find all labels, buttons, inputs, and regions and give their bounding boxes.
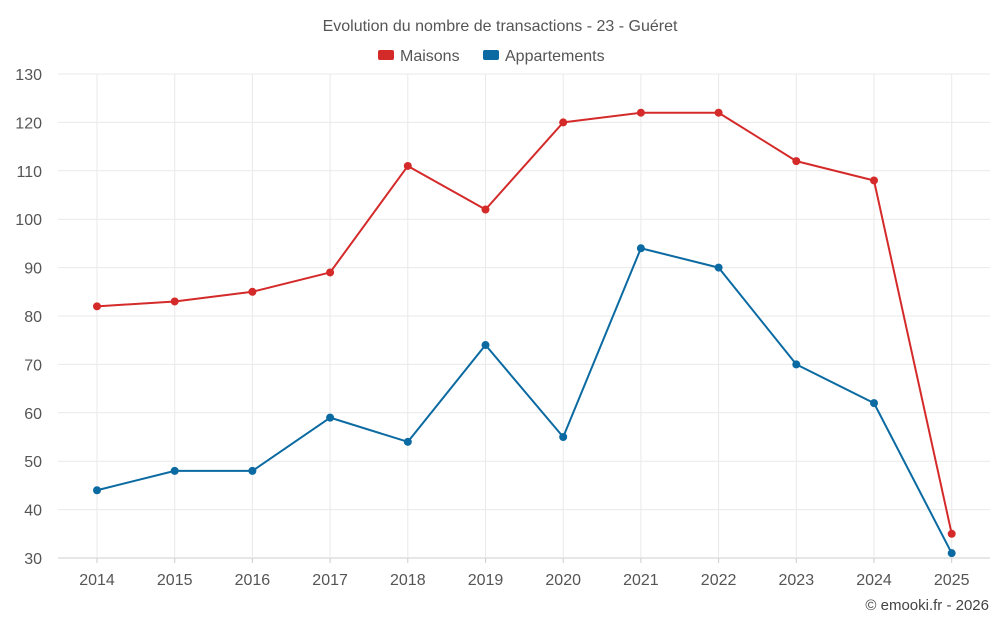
series-line-maisons: [96, 111, 953, 535]
x-tick-label: 2014: [79, 572, 115, 589]
y-axis: 30 40 50 60 70 80 90 100 110 120 130: [15, 67, 42, 568]
x-tick-label: 2018: [390, 572, 426, 589]
legend-swatch: [378, 50, 394, 60]
data-point-appartements[interactable]: [636, 244, 645, 253]
data-point-maisons[interactable]: [248, 287, 257, 296]
data-point-maisons[interactable]: [93, 302, 101, 311]
x-tick-label: 2019: [468, 572, 504, 589]
data-point-maisons[interactable]: [636, 108, 645, 117]
data-point-maisons[interactable]: [170, 297, 179, 306]
data-point-appartements[interactable]: [170, 466, 179, 475]
data-point-appartements[interactable]: [403, 437, 412, 446]
data-point-appartements[interactable]: [559, 433, 568, 441]
data-point-maisons[interactable]: [559, 118, 568, 127]
legend-label: Appartements: [505, 48, 605, 65]
data-point-maisons[interactable]: [947, 529, 956, 538]
credit-text: © emooki.fr - 2026: [865, 597, 989, 614]
legend: Maisons Appartements: [378, 48, 605, 65]
legend-swatch: [483, 50, 499, 60]
y-tick-label: 50: [24, 454, 42, 471]
series-appartements: [93, 244, 956, 558]
y-tick-label: 120: [15, 115, 42, 132]
legend-item-maisons[interactable]: Maisons: [378, 48, 460, 65]
data-point-appartements[interactable]: [93, 486, 101, 495]
data-point-appartements[interactable]: [481, 341, 490, 350]
y-tick-label: 110: [16, 164, 42, 181]
data-point-maisons[interactable]: [714, 108, 723, 117]
x-tick-label: 2022: [701, 572, 737, 589]
y-tick-label: 40: [24, 503, 42, 520]
data-point-appartements[interactable]: [870, 399, 878, 408]
y-tick-label: 70: [24, 357, 42, 374]
y-tick-label: 100: [15, 212, 42, 229]
chart-title: Evolution du nombre de transactions - 23…: [323, 18, 678, 35]
y-tick-label: 30: [24, 551, 42, 568]
x-tick-label: 2020: [545, 572, 581, 589]
x-axis: 2014 2015 2016 2017 2018 2019 2020 2021 2022 2023…: [79, 558, 970, 589]
x-tick-label: 2024: [856, 572, 892, 589]
x-tick-label: 2021: [623, 572, 659, 589]
y-tick-label: 90: [24, 261, 42, 278]
y-tick-label: 130: [15, 67, 42, 84]
x-tick-label: 2016: [235, 572, 271, 589]
data-point-appartements[interactable]: [714, 263, 723, 272]
data-point-maisons[interactable]: [481, 205, 490, 214]
data-point-appartements[interactable]: [947, 549, 956, 558]
data-point-appartements[interactable]: [248, 466, 257, 475]
data-point-maisons[interactable]: [403, 161, 412, 170]
x-tick-label: 2023: [779, 572, 815, 589]
legend-item-appartements[interactable]: Appartements: [483, 48, 605, 65]
x-tick-label: 2015: [157, 572, 193, 589]
x-tick-label: 2025: [934, 572, 970, 589]
series-maisons: [93, 108, 956, 538]
data-point-appartements[interactable]: [326, 413, 335, 422]
data-point-appartements[interactable]: [792, 360, 801, 369]
legend-label: Maisons: [400, 48, 460, 65]
x-tick-label: 2017: [312, 572, 348, 589]
series-layer: [93, 108, 956, 558]
data-point-maisons[interactable]: [792, 157, 801, 166]
y-tick-label: 80: [24, 309, 42, 326]
data-point-maisons[interactable]: [326, 268, 335, 277]
data-point-maisons[interactable]: [870, 176, 878, 185]
grid: [58, 73, 990, 559]
series-line-appartements: [96, 247, 953, 554]
y-tick-label: 60: [24, 406, 42, 423]
